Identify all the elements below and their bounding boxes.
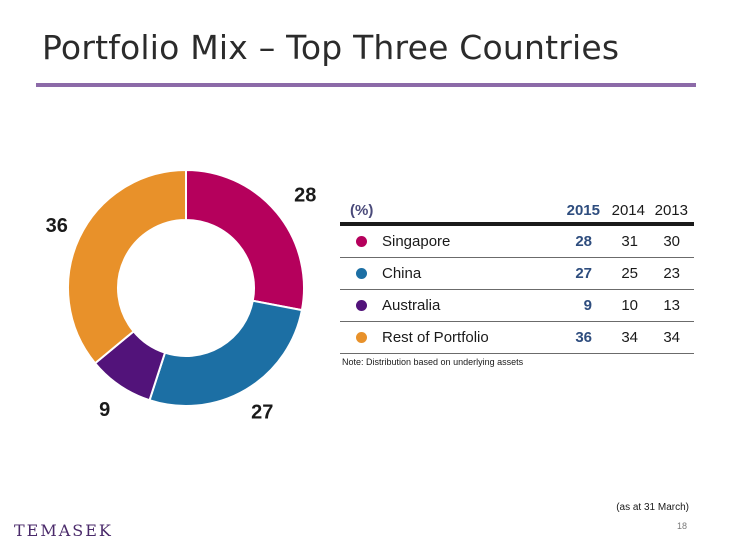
value-2015: 27 bbox=[575, 265, 592, 282]
table-row-rest-of-portfolio: Rest of Portfolio 36 34 34 bbox=[340, 322, 694, 354]
value-2013: 13 bbox=[663, 297, 680, 314]
donut-chart: 28 27 9 36 bbox=[40, 150, 330, 420]
table-header-row: (%) 2015 2014 2013 bbox=[340, 198, 694, 226]
as-at-date: (as at 31 March) bbox=[616, 502, 689, 513]
title-divider bbox=[36, 83, 696, 87]
value-2015: 28 bbox=[575, 233, 592, 250]
row-label: Singapore bbox=[382, 233, 451, 250]
country-mix-table: (%) 2015 2014 2013 Singapore 28 31 30 Ch… bbox=[340, 198, 694, 354]
data-label-rest-of-portfolio: 36 bbox=[46, 215, 68, 237]
donut-chart-svg: 28 27 9 36 bbox=[46, 168, 316, 420]
value-2013: 34 bbox=[663, 329, 680, 346]
page-number: 18 bbox=[676, 521, 687, 531]
australia-legend-dot bbox=[356, 300, 367, 311]
rest-of-portfolio-legend-dot bbox=[356, 332, 367, 343]
data-label-china: 27 bbox=[251, 401, 273, 420]
column-header-2015: 2015 bbox=[566, 202, 600, 219]
china-legend-dot bbox=[356, 268, 367, 279]
data-label-singapore: 28 bbox=[294, 185, 316, 207]
value-2014: 25 bbox=[621, 265, 638, 282]
value-2015: 36 bbox=[575, 329, 592, 346]
slide-title: Portfolio Mix – Top Three Countries bbox=[42, 28, 620, 67]
value-2013: 23 bbox=[663, 265, 680, 282]
table-row-australia: Australia 9 10 13 bbox=[340, 290, 694, 322]
value-2014: 10 bbox=[621, 297, 638, 314]
row-label: Rest of Portfolio bbox=[382, 329, 489, 346]
value-2014: 34 bbox=[621, 329, 638, 346]
table-row-china: China 27 25 23 bbox=[340, 258, 694, 290]
value-2014: 31 bbox=[621, 233, 638, 250]
temasek-logo: TEMASEK bbox=[14, 521, 113, 540]
table-footnote: Note: Distribution based on underlying a… bbox=[342, 357, 524, 367]
value-2013: 30 bbox=[663, 233, 680, 250]
table-unit-label: (%) bbox=[350, 202, 374, 219]
column-header-2013: 2013 bbox=[654, 202, 688, 219]
donut-slice-rest-of-portfolio bbox=[67, 168, 187, 365]
singapore-legend-dot bbox=[356, 236, 367, 247]
column-header-2014: 2014 bbox=[611, 202, 645, 219]
row-label: China bbox=[382, 265, 422, 282]
data-label-australia: 9 bbox=[99, 399, 110, 420]
row-label: Australia bbox=[382, 297, 441, 314]
donut-slice-china bbox=[148, 299, 304, 407]
value-2015: 9 bbox=[583, 297, 592, 314]
donut-slice-singapore bbox=[185, 168, 305, 312]
table-row-singapore: Singapore 28 31 30 bbox=[340, 226, 694, 258]
